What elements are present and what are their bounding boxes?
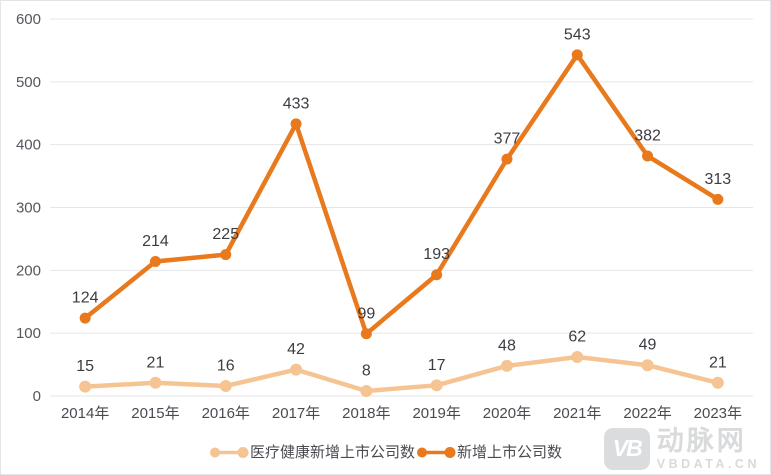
data-point[interactable] <box>501 153 513 165</box>
x-tick-label: 2019年 <box>412 405 460 422</box>
series-line <box>82 52 721 337</box>
x-tick-label: 2021年 <box>553 405 601 422</box>
data-label: 313 <box>704 171 731 188</box>
data-label: 214 <box>142 233 169 250</box>
data-point[interactable] <box>360 328 372 340</box>
y-tick-label: 0 <box>33 388 41 405</box>
y-axis-labels: 0 100 200 300 400 500 600 <box>16 11 41 405</box>
data-point[interactable] <box>290 363 303 376</box>
y-tick-label: 200 <box>16 262 41 279</box>
data-point[interactable] <box>149 256 161 268</box>
x-tick-label: 2016年 <box>202 405 250 422</box>
y-tick-label: 600 <box>16 11 41 28</box>
data-label: 15 <box>76 358 94 375</box>
series-total: 124 214 225 433 99 193 377 543 382 313 <box>72 26 731 340</box>
data-label: 193 <box>423 246 450 263</box>
data-point[interactable] <box>290 118 302 130</box>
legend-item-total[interactable]: 新增上市公司数 <box>416 445 562 460</box>
y-tick-label: 500 <box>16 74 41 91</box>
data-label: 21 <box>147 354 165 371</box>
data-label: 49 <box>639 337 657 354</box>
x-tick-label: 2022年 <box>623 405 671 422</box>
gridlines <box>50 18 753 397</box>
line-marker-icon <box>209 447 249 458</box>
data-label: 42 <box>287 341 305 358</box>
data-point[interactable] <box>641 359 654 372</box>
data-label: 62 <box>568 329 586 346</box>
data-point[interactable] <box>431 269 443 281</box>
data-point[interactable] <box>430 379 443 392</box>
data-label: 124 <box>72 290 99 307</box>
chart-legend: 医疗健康新增上市公司数 新增上市公司数 <box>1 445 770 460</box>
x-tick-label: 2014年 <box>61 405 109 422</box>
x-tick-label: 2023年 <box>694 405 742 422</box>
data-label: 8 <box>362 362 371 379</box>
data-point[interactable] <box>500 359 513 372</box>
x-tick-label: 2018年 <box>342 405 390 422</box>
line-marker-icon <box>417 447 456 458</box>
series-medical: 15 21 16 42 8 17 48 62 49 21 <box>76 329 727 397</box>
y-tick-label: 400 <box>16 137 41 154</box>
data-label: 99 <box>357 305 375 322</box>
x-tick-label: 2017年 <box>272 405 320 422</box>
data-point[interactable] <box>711 376 724 389</box>
x-tick-label: 2020年 <box>483 405 531 422</box>
y-tick-label: 100 <box>16 325 41 342</box>
data-label: 21 <box>709 354 727 371</box>
data-point[interactable] <box>642 150 654 162</box>
y-tick-label: 300 <box>16 200 41 217</box>
data-label: 377 <box>494 131 521 148</box>
data-point[interactable] <box>219 379 232 392</box>
data-label: 543 <box>564 26 591 43</box>
data-label: 17 <box>428 357 446 374</box>
legend-label-medical: 医疗健康新增上市公司数 <box>249 444 415 461</box>
data-label: 48 <box>498 337 516 354</box>
data-point[interactable] <box>712 193 724 205</box>
data-point[interactable] <box>360 384 373 397</box>
data-label: 16 <box>217 357 235 374</box>
x-tick-label: 2015年 <box>131 405 179 422</box>
data-point[interactable] <box>571 49 583 61</box>
series-line <box>82 354 721 394</box>
data-point[interactable] <box>220 249 232 261</box>
data-label: 433 <box>283 95 310 112</box>
legend-label-total: 新增上市公司数 <box>457 444 563 461</box>
data-point[interactable] <box>79 312 91 324</box>
data-point[interactable] <box>571 351 584 364</box>
x-axis-labels: 2014年 2015年 2016年 2017年 2018年 2019年 2020年 2021年… <box>61 405 742 422</box>
data-point[interactable] <box>79 380 92 393</box>
data-label: 225 <box>212 226 239 243</box>
legend-item-medical[interactable]: 医疗健康新增上市公司数 <box>209 445 415 460</box>
data-point[interactable] <box>149 376 162 389</box>
data-label: 382 <box>634 127 661 144</box>
